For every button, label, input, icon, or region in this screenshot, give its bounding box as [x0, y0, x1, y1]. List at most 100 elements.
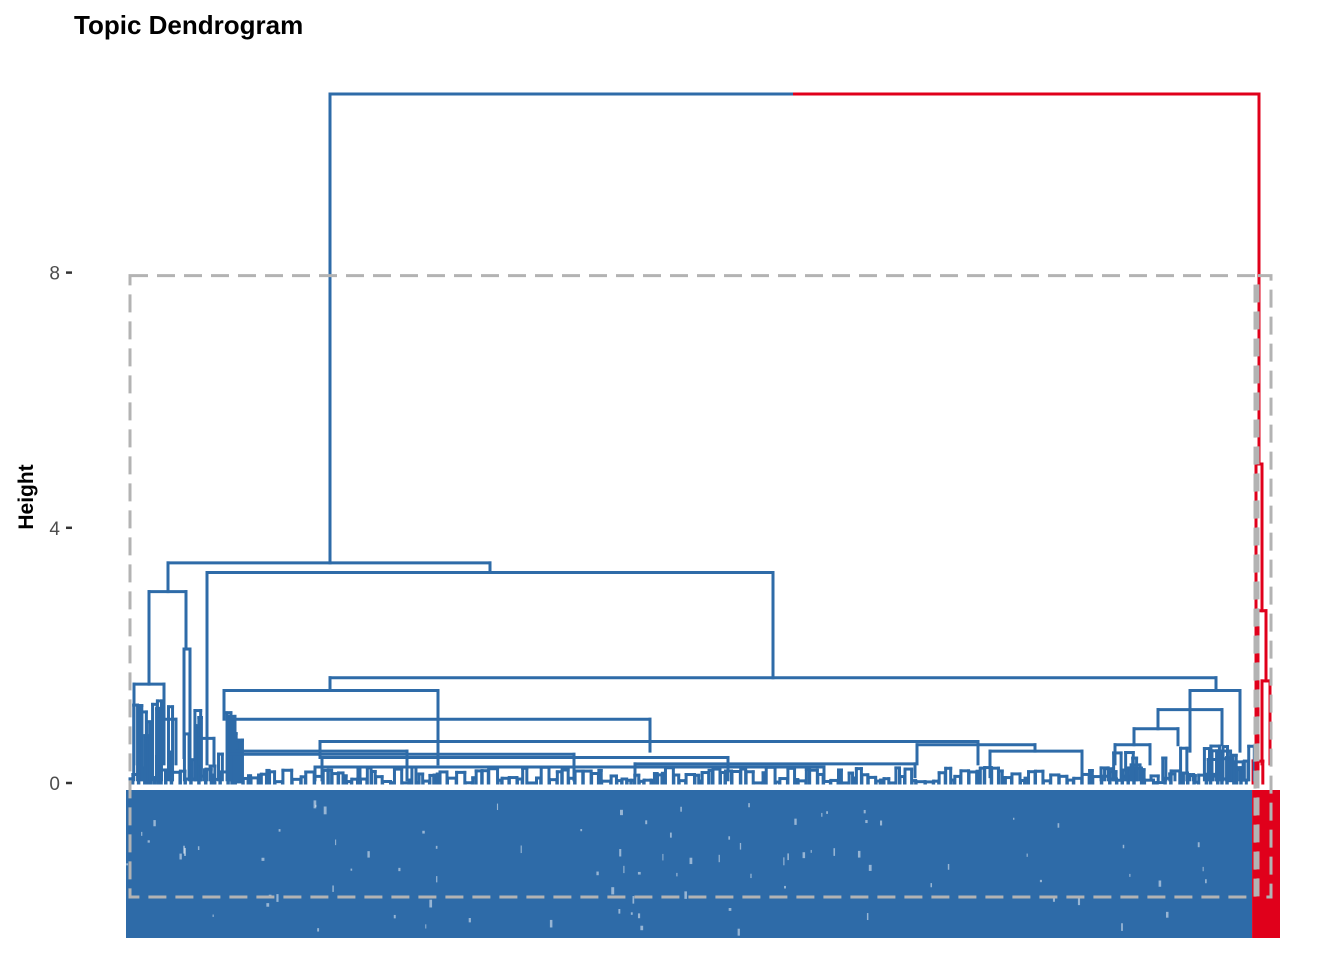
leaf-label-gap — [141, 831, 143, 836]
y-tick-label-4: 4 — [49, 519, 60, 540]
leaf-label-gap — [350, 868, 353, 871]
leaf-label-gap — [1205, 879, 1207, 884]
leaf-label-gap — [278, 829, 281, 832]
leaf-label-gap — [802, 852, 806, 859]
leaf-label-gap — [619, 849, 622, 857]
leaf-label-gap — [680, 806, 682, 812]
y-axis: 0 4 8 — [49, 264, 72, 795]
leaf-label-gap — [317, 928, 320, 932]
leaf-label-gap — [930, 883, 933, 888]
leaf-label-gap — [197, 846, 200, 851]
leaf-label-gap — [422, 830, 425, 834]
leaf-label-gap — [857, 850, 861, 858]
leaf-label-gap — [669, 832, 672, 838]
y-tick-label-8: 8 — [49, 264, 60, 285]
leaf-label-gap — [826, 811, 828, 814]
leaf-label-gap — [1057, 823, 1060, 828]
leaf-label-gap — [783, 857, 785, 866]
leaf-label-gap — [147, 840, 150, 843]
leaf-label-gap — [183, 845, 185, 854]
leaf-label-gap — [630, 912, 633, 915]
leaf-label-gap — [821, 812, 823, 817]
leaf-label-gap — [468, 917, 471, 923]
leaf-label-gap — [266, 903, 270, 907]
leaf-label-gap — [637, 871, 641, 875]
leaf-label-gap — [1165, 911, 1169, 918]
leaf-label-gap — [276, 894, 279, 902]
leaf-label-gap — [611, 887, 615, 895]
leaf-label-gap — [784, 885, 787, 889]
leaf-label-gap — [684, 891, 687, 899]
leaf-label-gap — [184, 847, 186, 856]
y-axis-title: Height — [15, 464, 38, 529]
leaf-label-gap — [425, 924, 427, 929]
leaf-label-gap — [332, 885, 334, 892]
leaf-label-gap — [179, 853, 182, 860]
leaf-label-gap — [739, 842, 742, 850]
leaf-label-gap — [335, 839, 337, 846]
leaf-label-gap — [549, 919, 553, 928]
leaf-label-gap — [1197, 842, 1200, 848]
leaf-label-gap — [126, 863, 129, 866]
leaf-label-gap — [261, 857, 265, 861]
leaf-label-gap — [728, 836, 731, 840]
leaf-label-gap — [618, 908, 621, 914]
leaf-labels — [126, 790, 1280, 938]
leaf-label-gap — [1026, 853, 1028, 857]
leaf-label-gap — [662, 853, 664, 861]
leaf-label-gap — [632, 896, 635, 904]
leaf-label-gap — [863, 809, 866, 814]
leaf-label-gap — [645, 820, 648, 825]
leaf-label-gap — [794, 818, 797, 825]
cluster-cut-box-2 — [1256, 274, 1273, 899]
leaf-label-gap — [436, 876, 438, 883]
leaf-label-gap — [393, 914, 396, 919]
cluster-cut-box-1 — [128, 274, 1257, 899]
leaf-label-gap — [1077, 897, 1081, 906]
leaf-label-gap — [640, 925, 644, 931]
leaf-label-gap — [520, 845, 522, 854]
dendrogram-tree — [128, 92, 1272, 785]
chart-title: Topic Dendrogram — [74, 10, 304, 40]
leaf-label-gap — [947, 863, 950, 870]
leaf-label-gap — [1013, 817, 1015, 820]
leaf-label-gap — [833, 848, 836, 856]
leaf-label-gap — [496, 803, 499, 811]
leaf-label-gap — [810, 849, 812, 853]
leaf-label-gap — [435, 845, 438, 849]
leaf-label-gap — [367, 851, 370, 858]
leaf-label-gap — [212, 914, 214, 917]
leaf-label-gap — [637, 913, 641, 919]
leaf-label-gap — [1158, 880, 1162, 887]
leaf-label-gap — [865, 820, 868, 824]
leaf-label-gap — [1129, 873, 1131, 877]
leaf-label-gap — [737, 928, 740, 936]
leaf-label-gap — [728, 907, 732, 911]
y-tick-label-0: 0 — [49, 774, 60, 795]
leaf-label-gap — [623, 865, 625, 874]
leaf-label-band-1 — [126, 790, 1253, 938]
leaf-label-gap — [676, 872, 678, 877]
leaf-label-gap — [748, 803, 750, 808]
leaf-label-gap — [398, 867, 401, 872]
leaf-label-gap — [1039, 879, 1042, 883]
leaf-label-gap — [718, 854, 720, 863]
leaf-label-gap — [313, 800, 317, 809]
leaf-label-gap — [596, 871, 599, 876]
leaf-label-gap — [868, 864, 872, 871]
leaf-label-gap — [323, 806, 327, 815]
leaf-label-gap — [1121, 923, 1123, 931]
leaf-label-gap — [787, 853, 789, 861]
leaf-label-gap — [879, 820, 883, 826]
leaf-label-gap — [866, 913, 869, 921]
leaf-label-gap — [620, 809, 623, 816]
leaf-label-gap — [580, 829, 583, 832]
leaf-label-gap — [750, 873, 752, 879]
leaf-label-gap — [1122, 844, 1125, 849]
leaf-label-gap — [153, 820, 156, 827]
leaf-label-gap — [429, 899, 433, 908]
leaf-label-gap — [1052, 896, 1055, 902]
leaf-label-gap — [689, 857, 693, 865]
leaf-label-gap — [1202, 866, 1204, 872]
